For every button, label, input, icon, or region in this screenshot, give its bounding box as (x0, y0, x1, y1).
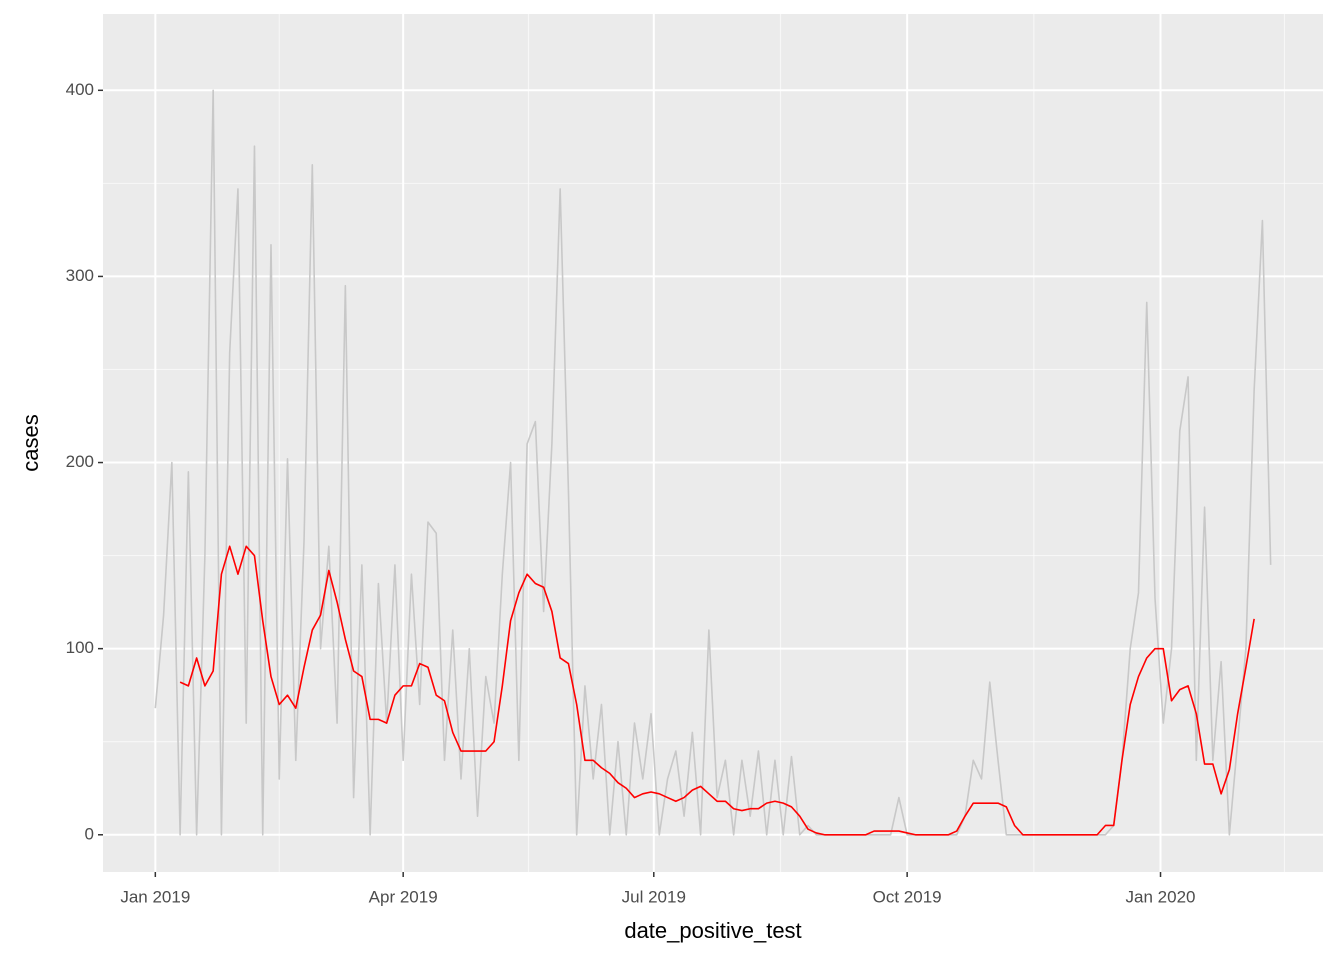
y-axis-title: cases (18, 414, 43, 471)
x-tick-label: Apr 2019 (369, 887, 438, 906)
x-tick-label: Jan 2019 (120, 887, 190, 906)
y-tick-label: 200 (66, 452, 94, 471)
panel (103, 14, 1323, 872)
x-tick-label: Jan 2020 (1126, 887, 1196, 906)
x-axis-title: date_positive_test (624, 918, 801, 943)
y-tick-label: 300 (66, 266, 94, 285)
x-tick-label: Jul 2019 (622, 887, 686, 906)
y-tick-label: 0 (85, 824, 94, 843)
series-line (179, 545, 1255, 836)
y-tick-label: 100 (66, 638, 94, 657)
y-tick-label: 400 (66, 80, 94, 99)
marks (154, 89, 1272, 836)
x-tick-label: Oct 2019 (873, 887, 942, 906)
